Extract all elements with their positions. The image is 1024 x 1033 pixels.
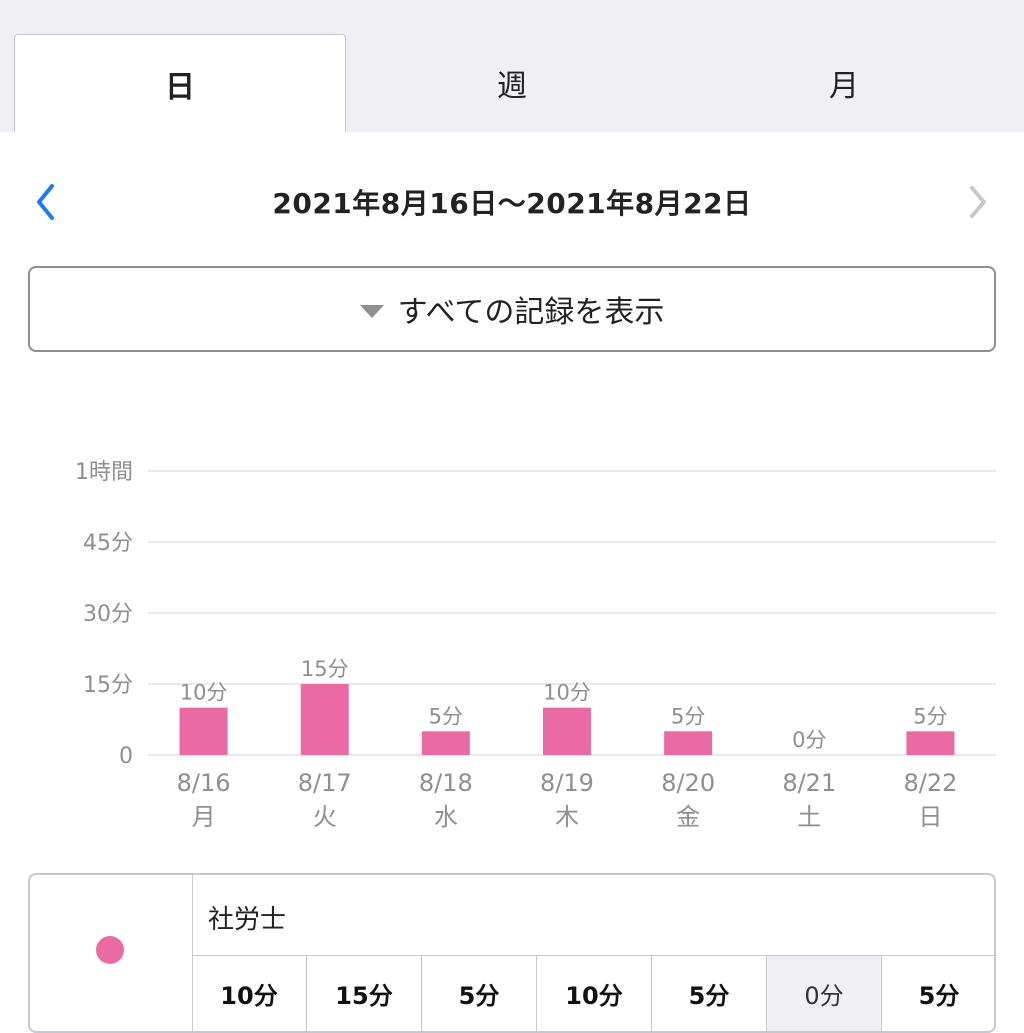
next-week-button[interactable] <box>958 178 998 226</box>
x-tick-date: 8/22 <box>903 769 957 797</box>
x-tick-weekday: 日 <box>918 803 942 831</box>
daily-total-cell: 5分 <box>651 956 766 1031</box>
prev-week-button[interactable] <box>26 178 66 226</box>
bar-value-label: 15分 <box>301 657 349 681</box>
x-tick-weekday: 木 <box>555 803 579 831</box>
tab-week[interactable]: 週 <box>497 69 527 104</box>
x-tick-date: 8/18 <box>419 769 473 797</box>
show-all-records-dropdown[interactable]: すべての記録を表示 <box>28 266 996 352</box>
triangle-down-icon <box>359 304 384 318</box>
legend-color-dot <box>96 936 124 964</box>
x-tick-weekday: 水 <box>434 803 458 831</box>
daily-total-cell: 5分 <box>421 956 536 1031</box>
bar-value-label: 10分 <box>543 681 591 705</box>
daily-total-cell: 15分 <box>306 956 421 1031</box>
bar-value-label: 5分 <box>913 704 947 728</box>
bar <box>179 707 228 755</box>
daily-total-cell: 5分 <box>881 956 994 1031</box>
bar <box>664 731 713 755</box>
period-tab-bar: 日 週 月 <box>0 0 1024 132</box>
tab-day[interactable]: 日 <box>14 34 346 132</box>
date-range-title: 2021年8月16日〜2021年8月22日 <box>272 187 752 220</box>
x-tick-date: 8/19 <box>540 769 594 797</box>
chevron-left-icon <box>37 184 54 220</box>
x-tick-date: 8/20 <box>661 769 715 797</box>
weekly-study-bar-chart: 0 15分 30分 45分 1時間 10分 8/16 月 15分 8/17 火 5分 8/18 水 10分 8… <box>75 460 996 831</box>
bar <box>543 707 591 755</box>
bar-value-label: 0分 <box>792 728 826 752</box>
daily-totals-row: 10分 15分 5分 10分 5分 0分 5分 <box>192 955 994 1031</box>
legend-color-cell <box>30 875 193 1031</box>
x-tick-weekday: 火 <box>313 803 337 831</box>
bar <box>906 731 955 755</box>
daily-total-cell: 10分 <box>536 956 651 1031</box>
x-tick-weekday: 金 <box>676 803 700 831</box>
x-tick-date: 8/21 <box>782 769 836 797</box>
bar <box>421 731 470 755</box>
daily-total-cell: 10分 <box>220 981 278 1010</box>
subject-name: 社労士 <box>208 905 287 935</box>
y-tick-label: 1時間 <box>75 460 133 485</box>
bar-value-label: 5分 <box>671 704 705 728</box>
y-tick-label: 0 <box>119 744 133 769</box>
x-tick-date: 8/16 <box>177 769 231 797</box>
bar-value-label: 5分 <box>429 704 463 728</box>
chevron-right-icon <box>970 186 986 218</box>
y-tick-label: 45分 <box>83 531 133 556</box>
y-tick-label: 30分 <box>83 602 133 627</box>
bar <box>300 684 349 755</box>
y-tick-label: 15分 <box>83 673 133 698</box>
subject-summary-table: 社労士 10分 15分 5分 10分 5分 0分 5分 <box>28 873 996 1033</box>
daily-total-cell: 0分 <box>766 956 881 1031</box>
tab-month[interactable]: 月 <box>829 69 859 104</box>
x-tick-weekday: 土 <box>797 803 821 831</box>
bar-value-label: 10分 <box>180 681 228 705</box>
x-tick-weekday: 月 <box>192 803 216 831</box>
x-tick-date: 8/17 <box>298 769 352 797</box>
dropdown-label: すべての記録を表示 <box>397 295 665 330</box>
